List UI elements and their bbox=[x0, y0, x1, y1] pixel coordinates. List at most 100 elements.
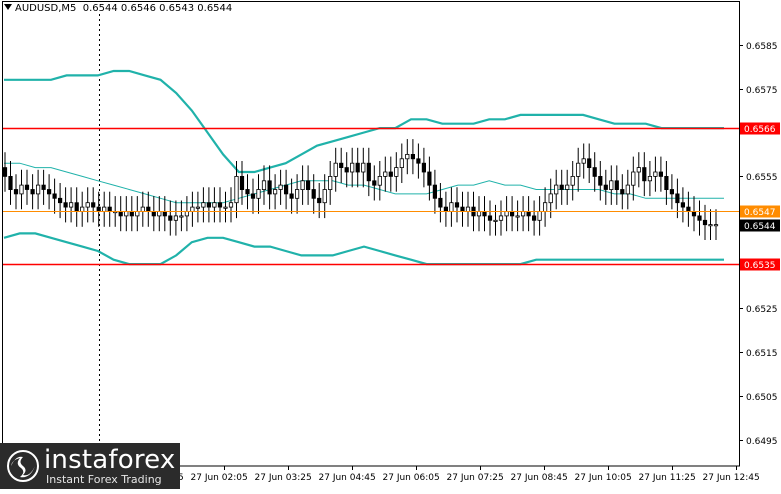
candle bbox=[234, 161, 239, 219]
candle-body bbox=[179, 215, 184, 218]
candle-body bbox=[146, 206, 151, 212]
candle bbox=[603, 169, 608, 205]
lower-band-line bbox=[3, 232, 724, 266]
logo-tagline: Instant Forex Trading bbox=[46, 473, 162, 486]
candle bbox=[416, 143, 421, 179]
candle-body bbox=[421, 162, 427, 173]
candle-body bbox=[438, 197, 443, 208]
candle-body bbox=[250, 193, 256, 199]
candle-body bbox=[361, 162, 366, 173]
candle-body bbox=[614, 180, 619, 191]
candle bbox=[680, 187, 686, 223]
candle bbox=[631, 156, 636, 201]
candle-body bbox=[576, 162, 581, 177]
x-tick-label: 27 Jun 12:45 bbox=[703, 473, 760, 483]
candle bbox=[366, 147, 371, 197]
dropdown-triangle-icon[interactable] bbox=[4, 4, 12, 10]
candle bbox=[212, 187, 217, 223]
candle-body bbox=[702, 219, 708, 226]
current-price-bg bbox=[740, 219, 780, 232]
x-tick-label: 27 Jun 02:05 bbox=[191, 473, 248, 483]
candle bbox=[168, 200, 173, 236]
candle bbox=[344, 152, 349, 188]
candle-body bbox=[344, 167, 349, 173]
candle bbox=[206, 187, 211, 223]
y-tick-label: 0.6525 bbox=[746, 305, 778, 315]
candle bbox=[427, 156, 432, 201]
level-label: 0.6535 bbox=[744, 261, 776, 271]
candle-body bbox=[603, 184, 608, 190]
candle-body bbox=[532, 215, 537, 221]
candle bbox=[669, 174, 675, 210]
candle bbox=[339, 147, 344, 183]
y-tick-label: 0.6505 bbox=[746, 393, 778, 403]
candle-body bbox=[294, 189, 300, 199]
candle bbox=[223, 191, 228, 223]
candle-body bbox=[322, 189, 327, 204]
candle-body bbox=[135, 211, 140, 217]
candle-body bbox=[465, 206, 471, 212]
candle-body bbox=[63, 202, 68, 208]
candle-body bbox=[190, 206, 195, 212]
candle-body bbox=[47, 189, 52, 195]
candle-body bbox=[2, 167, 8, 177]
candle-body bbox=[609, 180, 614, 191]
candle bbox=[91, 187, 96, 223]
middle-band-line bbox=[4, 162, 724, 204]
candle-body bbox=[41, 184, 46, 190]
candle bbox=[300, 165, 305, 205]
candle bbox=[515, 200, 520, 232]
candle-body bbox=[8, 175, 13, 190]
candle-body bbox=[102, 206, 107, 212]
candle-body bbox=[366, 162, 371, 182]
candle bbox=[581, 143, 586, 179]
candle-body bbox=[267, 180, 272, 195]
candle-body bbox=[151, 211, 156, 217]
candle bbox=[283, 169, 289, 210]
candle-body bbox=[460, 206, 465, 212]
candle-body bbox=[19, 184, 24, 195]
ohlc-label: 0.6544 0.6546 0.6543 0.6544 bbox=[82, 3, 233, 14]
candle bbox=[609, 165, 614, 205]
candle bbox=[355, 147, 360, 188]
x-tick-label: 27 Jun 07:25 bbox=[447, 473, 504, 483]
candle-body bbox=[388, 171, 393, 177]
candle bbox=[405, 139, 410, 175]
candle bbox=[173, 200, 178, 236]
current-price-label: 0.6544 bbox=[744, 222, 776, 232]
candle-body bbox=[129, 211, 134, 217]
candle-body bbox=[311, 189, 316, 199]
candle-body bbox=[625, 184, 630, 195]
candle-body bbox=[328, 175, 333, 190]
x-tick-label: 27 Jun 04:45 bbox=[319, 473, 376, 483]
candle-body bbox=[399, 158, 404, 169]
candle bbox=[498, 200, 504, 236]
candle-body bbox=[107, 206, 112, 212]
x-tick-label: 27 Jun 10:05 bbox=[575, 473, 632, 483]
candle-body bbox=[476, 211, 482, 217]
candle-body bbox=[487, 215, 493, 221]
candle-body bbox=[80, 206, 85, 212]
candle bbox=[377, 161, 382, 201]
candle-body bbox=[493, 219, 498, 222]
candle bbox=[8, 161, 13, 205]
candle-body bbox=[69, 202, 74, 208]
candle-body bbox=[350, 162, 355, 173]
candle-body bbox=[239, 175, 245, 190]
level-label: 0.6547 bbox=[744, 208, 776, 218]
candle-body bbox=[509, 211, 515, 217]
candle-body bbox=[664, 175, 669, 190]
candle bbox=[228, 187, 234, 223]
candle-body bbox=[234, 175, 239, 204]
candle-body bbox=[36, 184, 41, 195]
candle-body bbox=[223, 206, 228, 209]
candle bbox=[30, 174, 35, 210]
candle-body bbox=[620, 189, 625, 195]
candle-body bbox=[642, 167, 647, 182]
candle bbox=[598, 161, 603, 201]
candle-body bbox=[261, 180, 267, 191]
candle-body bbox=[565, 184, 570, 190]
candle-body bbox=[554, 184, 559, 195]
candle-body bbox=[410, 153, 416, 160]
